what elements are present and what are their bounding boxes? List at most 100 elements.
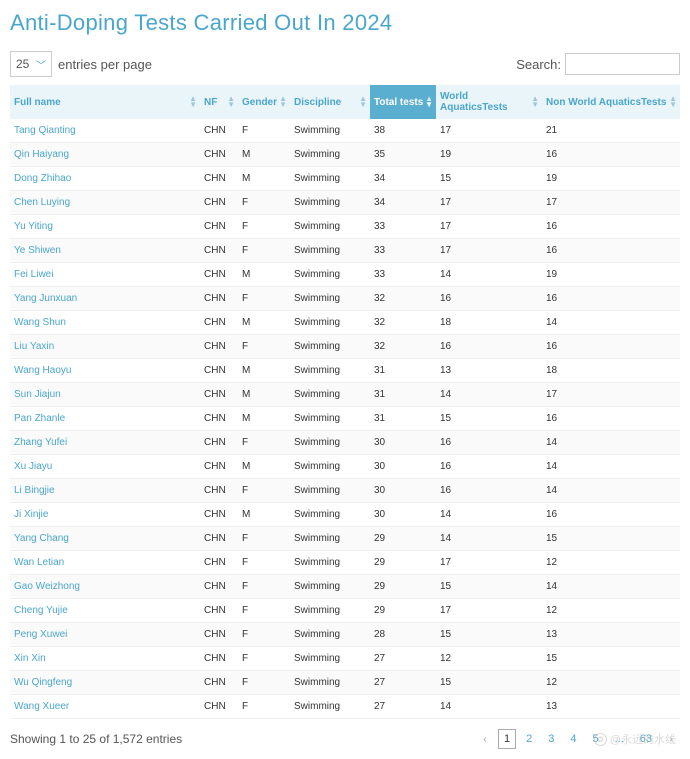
col-discipline[interactable]: Discipline▲▼ (290, 85, 370, 119)
cell-total: 32 (370, 311, 436, 335)
cell-wa: 17 (436, 191, 542, 215)
col-nf[interactable]: NF▲▼ (200, 85, 238, 119)
cell-nf: CHN (200, 599, 238, 623)
page-2[interactable]: 2 (520, 729, 538, 749)
cell-name[interactable]: Peng Xuwei (10, 623, 200, 647)
controls-bar: 25 ﹀ entries per page Search: (10, 51, 680, 77)
cell-gender: F (238, 671, 290, 695)
cell-discipline: Swimming (290, 671, 370, 695)
page-title: Anti-Doping Tests Carried Out In 2024 (10, 10, 680, 36)
cell-discipline: Swimming (290, 359, 370, 383)
cell-name[interactable]: Tang Qianting (10, 119, 200, 143)
search-label: Search: (516, 57, 561, 72)
cell-nf: CHN (200, 167, 238, 191)
table-row: Peng XuweiCHNFSwimming281513 (10, 623, 680, 647)
cell-total: 33 (370, 263, 436, 287)
cell-nwa: 16 (542, 407, 680, 431)
watermark: ✿ @永远的水线 (594, 731, 676, 747)
cell-nwa: 19 (542, 263, 680, 287)
cell-nwa: 13 (542, 623, 680, 647)
cell-name[interactable]: Dong Zhihao (10, 167, 200, 191)
sort-icon: ▲▼ (189, 96, 197, 108)
cell-name[interactable]: Sun Jiajun (10, 383, 200, 407)
cell-discipline: Swimming (290, 263, 370, 287)
cell-nf: CHN (200, 119, 238, 143)
table-row: Yang JunxuanCHNFSwimming321616 (10, 287, 680, 311)
cell-wa: 17 (436, 551, 542, 575)
cell-total: 34 (370, 191, 436, 215)
cell-nf: CHN (200, 335, 238, 359)
cell-wa: 17 (436, 215, 542, 239)
page-1[interactable]: 1 (498, 729, 516, 749)
col-total-tests[interactable]: Total tests▲▼ (370, 85, 436, 119)
cell-nf: CHN (200, 575, 238, 599)
cell-name[interactable]: Yu Yiting (10, 215, 200, 239)
table-row: Sun JiajunCHNMSwimming311417 (10, 383, 680, 407)
cell-discipline: Swimming (290, 383, 370, 407)
cell-name[interactable]: Gao Weizhong (10, 575, 200, 599)
cell-discipline: Swimming (290, 575, 370, 599)
cell-name[interactable]: Wu Qingfeng (10, 671, 200, 695)
cell-total: 31 (370, 383, 436, 407)
cell-name[interactable]: Wang Haoyu (10, 359, 200, 383)
cell-discipline: Swimming (290, 695, 370, 719)
col-gender[interactable]: Gender▲▼ (238, 85, 290, 119)
cell-name[interactable]: Li Bingjie (10, 479, 200, 503)
cell-name[interactable]: Ji Xinjie (10, 503, 200, 527)
search-input[interactable] (565, 53, 680, 75)
cell-wa: 17 (436, 119, 542, 143)
table-row: Fei LiweiCHNMSwimming331419 (10, 263, 680, 287)
cell-discipline: Swimming (290, 551, 370, 575)
cell-total: 31 (370, 407, 436, 431)
entries-select[interactable]: 25 ﹀ (10, 51, 52, 77)
cell-wa: 12 (436, 647, 542, 671)
watermark-text: @永远的水线 (610, 731, 676, 747)
cell-nwa: 14 (542, 311, 680, 335)
cell-name[interactable]: Pan Zhanle (10, 407, 200, 431)
cell-total: 38 (370, 119, 436, 143)
cell-gender: F (238, 551, 290, 575)
cell-name[interactable]: Ye Shiwen (10, 239, 200, 263)
col-full-name[interactable]: Full name▲▼ (10, 85, 200, 119)
cell-name[interactable]: Xin Xin (10, 647, 200, 671)
page-3[interactable]: 3 (542, 729, 560, 749)
cell-name[interactable]: Zhang Yufei (10, 431, 200, 455)
col-nwa-tests[interactable]: Non World AquaticsTests▲▼ (542, 85, 680, 119)
cell-name[interactable]: Cheng Yujie (10, 599, 200, 623)
cell-total: 32 (370, 287, 436, 311)
cell-name[interactable]: Qin Haiyang (10, 143, 200, 167)
cell-discipline: Swimming (290, 191, 370, 215)
cell-name[interactable]: Wan Letian (10, 551, 200, 575)
cell-nf: CHN (200, 383, 238, 407)
cell-nwa: 14 (542, 479, 680, 503)
cell-nwa: 16 (542, 239, 680, 263)
cell-nf: CHN (200, 551, 238, 575)
page-4[interactable]: 4 (564, 729, 582, 749)
cell-name[interactable]: Fei Liwei (10, 263, 200, 287)
cell-total: 29 (370, 575, 436, 599)
cell-nwa: 16 (542, 287, 680, 311)
cell-wa: 15 (436, 407, 542, 431)
cell-name[interactable]: Liu Yaxin (10, 335, 200, 359)
table-row: Wu QingfengCHNFSwimming271512 (10, 671, 680, 695)
cell-wa: 14 (436, 503, 542, 527)
cell-wa: 15 (436, 167, 542, 191)
cell-name[interactable]: Wang Shun (10, 311, 200, 335)
cell-nwa: 12 (542, 551, 680, 575)
cell-total: 30 (370, 479, 436, 503)
cell-name[interactable]: Chen Luying (10, 191, 200, 215)
table-row: Wang ShunCHNMSwimming321814 (10, 311, 680, 335)
cell-nwa: 21 (542, 119, 680, 143)
col-wa-tests[interactable]: World AquaticsTests▲▼ (436, 85, 542, 119)
cell-discipline: Swimming (290, 623, 370, 647)
cell-name[interactable]: Yang Junxuan (10, 287, 200, 311)
cell-name[interactable]: Wang Xueer (10, 695, 200, 719)
page-prev[interactable]: ‹ (476, 729, 494, 749)
cell-nwa: 17 (542, 383, 680, 407)
cell-name[interactable]: Xu Jiayu (10, 455, 200, 479)
cell-wa: 17 (436, 239, 542, 263)
cell-name[interactable]: Yang Chang (10, 527, 200, 551)
cell-nf: CHN (200, 215, 238, 239)
table-row: Tang QiantingCHNFSwimming381721 (10, 119, 680, 143)
table-row: Yang ChangCHNFSwimming291415 (10, 527, 680, 551)
